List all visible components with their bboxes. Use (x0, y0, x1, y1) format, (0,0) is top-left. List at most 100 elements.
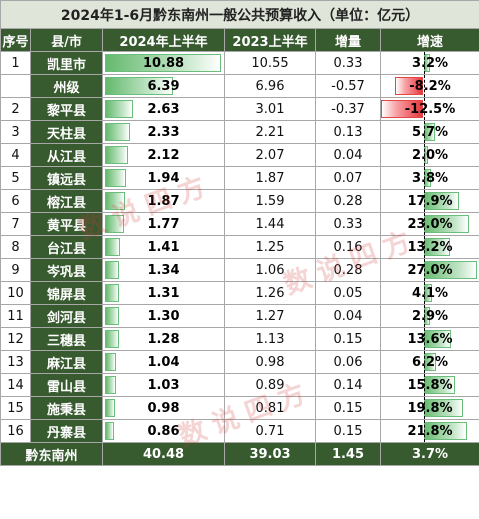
row-delta: 0.13 (315, 120, 381, 144)
value-data-bar (105, 54, 221, 72)
value-data-bar (105, 399, 116, 417)
growth-zero-axis (424, 282, 425, 304)
growth-zero-axis (424, 305, 425, 327)
growth-zero-axis (424, 190, 425, 212)
row-growth-cell: 3.2% (379, 51, 479, 75)
row-2024-value-cell: 2.12 (102, 143, 225, 167)
growth-zero-axis (424, 167, 425, 189)
row-delta: 0.07 (315, 166, 381, 190)
row-county-name: 岑巩县 (30, 258, 103, 282)
row-index: 5 (0, 166, 31, 190)
growth-zero-axis (424, 420, 425, 442)
table-row: 13 麻江县 1.04 0.98 0.06 6.2% (0, 350, 479, 374)
row-2024-value: 1.28 (147, 331, 180, 347)
row-2024-value-cell: 6.39 (102, 74, 225, 98)
row-2023-value: 0.89 (224, 373, 316, 397)
row-growth-rate: -8.2% (409, 78, 451, 94)
row-2023-value: 1.25 (224, 235, 316, 259)
row-county-name: 州级 (30, 74, 103, 98)
header-growth: 增速 (379, 28, 479, 52)
row-2024-value-cell: 10.88 (102, 51, 225, 75)
row-growth-rate: 13.2% (407, 239, 453, 255)
row-index: 15 (0, 396, 31, 420)
growth-zero-axis (424, 52, 425, 74)
row-growth-cell: 6.2% (379, 350, 479, 374)
row-2024-value-cell: 1.41 (102, 235, 225, 259)
row-2024-value-cell: 1.04 (102, 350, 225, 374)
table-row: 5 镇远县 1.94 1.87 0.07 3.8% (0, 166, 479, 190)
row-growth-rate: 27.0% (407, 262, 453, 278)
row-growth-rate: 2.9% (411, 308, 449, 324)
row-2024-value: 1.94 (147, 170, 180, 186)
row-2024-value: 10.88 (142, 55, 185, 71)
row-county-name: 三穗县 (30, 327, 103, 351)
row-county-name: 凯里市 (30, 51, 103, 75)
table-row: 3 天柱县 2.33 2.21 0.13 5.7% (0, 120, 479, 144)
row-delta: 0.06 (315, 350, 381, 374)
table-row: 2 黎平县 2.63 3.01 -0.37 -12.5% (0, 97, 479, 121)
row-2024-value-cell: 1.87 (102, 189, 225, 213)
row-delta: 0.33 (315, 51, 381, 75)
row-delta: 0.16 (315, 235, 381, 259)
total-delta: 1.45 (315, 442, 381, 466)
row-growth-cell: 2.9% (379, 304, 479, 328)
row-county-name: 黄平县 (30, 212, 103, 236)
growth-zero-axis (424, 236, 425, 258)
row-2024-value-cell: 1.34 (102, 258, 225, 282)
row-index: 12 (0, 327, 31, 351)
row-2024-value: 1.30 (147, 308, 180, 324)
row-growth-rate: 4.1% (411, 285, 449, 301)
row-growth-rate: 17.9% (407, 193, 453, 209)
header-2024-h1: 2024年上半年 (102, 28, 225, 52)
row-2024-value-cell: 0.98 (102, 396, 225, 420)
growth-data-bar (395, 77, 424, 95)
row-2024-value: 6.39 (147, 78, 180, 94)
row-2024-value: 0.86 (147, 423, 180, 439)
value-data-bar (105, 261, 120, 279)
value-data-bar (105, 353, 117, 371)
row-index: 11 (0, 304, 31, 328)
row-2024-value-cell: 1.94 (102, 166, 225, 190)
row-index: 9 (0, 258, 31, 282)
growth-data-bar (381, 100, 424, 118)
row-growth-cell: 27.0% (379, 258, 479, 282)
total-growth: 3.7% (379, 442, 479, 466)
revenue-table: 2024年1-6月黔东南州一般公共预算收入（单位：亿元） 序号 县/市 2024… (0, 0, 479, 466)
row-growth-rate: 19.8% (407, 400, 453, 416)
row-2023-value: 10.55 (224, 51, 316, 75)
row-county-name: 丹寨县 (30, 419, 103, 443)
row-delta: 0.15 (315, 396, 381, 420)
value-data-bar (105, 123, 130, 141)
row-2023-value: 1.13 (224, 327, 316, 351)
row-2024-value-cell: 1.03 (102, 373, 225, 397)
row-2024-value-cell: 1.30 (102, 304, 225, 328)
table-row: 6 榕江县 1.87 1.59 0.28 17.9% (0, 189, 479, 213)
row-growth-cell: 21.8% (379, 419, 479, 443)
row-index: 4 (0, 143, 31, 167)
row-index: 13 (0, 350, 31, 374)
row-2024-value: 1.34 (147, 262, 180, 278)
row-growth-cell: -12.5% (379, 97, 479, 121)
row-index: 8 (0, 235, 31, 259)
table-row: 1 凯里市 10.88 10.55 0.33 3.2% (0, 51, 479, 75)
row-growth-rate: 3.2% (411, 55, 449, 71)
row-2024-value: 0.98 (147, 400, 180, 416)
row-county-name: 台江县 (30, 235, 103, 259)
value-data-bar (105, 307, 119, 325)
value-data-bar (105, 422, 115, 440)
row-index: 16 (0, 419, 31, 443)
row-delta: 0.04 (315, 143, 381, 167)
header-increase: 增量 (315, 28, 381, 52)
row-2024-value: 2.33 (147, 124, 180, 140)
value-data-bar (105, 100, 134, 118)
row-2023-value: 2.07 (224, 143, 316, 167)
value-data-bar (105, 215, 124, 233)
row-delta: 0.04 (315, 304, 381, 328)
row-growth-cell: 15.8% (379, 373, 479, 397)
header-row: 序号 县/市 2024年上半年 2023上半年 增量 增速 (0, 28, 479, 52)
growth-zero-axis (424, 98, 425, 120)
row-2023-value: 1.59 (224, 189, 316, 213)
table-title: 2024年1-6月黔东南州一般公共预算收入（单位：亿元） (0, 0, 479, 29)
value-data-bar (105, 169, 126, 187)
table-row: 7 黄平县 1.77 1.44 0.33 23.0% (0, 212, 479, 236)
